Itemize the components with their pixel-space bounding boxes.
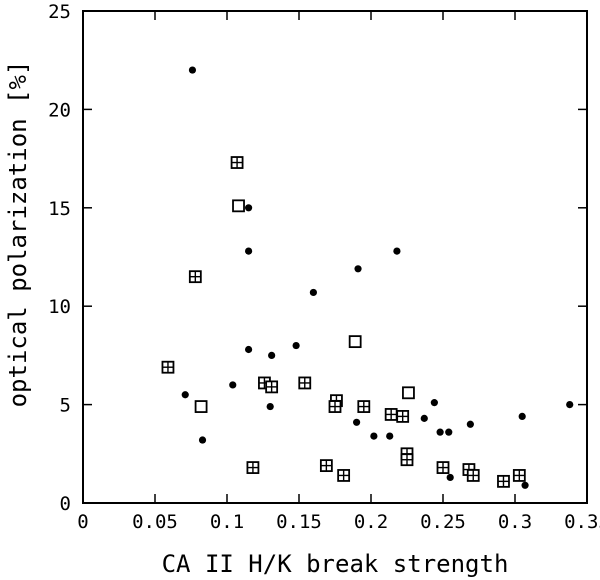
data-point-crossed-square [328, 400, 342, 413]
data-point-open-square [348, 335, 362, 349]
data-point-crossed-square [188, 270, 202, 284]
x-tick-label: 0.05 [132, 511, 178, 533]
data-point-filled-circle [229, 381, 237, 389]
y-axis-title: optical polarization [%] [4, 61, 32, 408]
data-point-filled-circle [420, 414, 428, 422]
x-axis: 0 0.05 0.1 0.15 0.2 0.25 0.3 0.35 [77, 11, 600, 533]
y-tick-label: 10 [48, 296, 71, 318]
plot-frame [82, 10, 588, 504]
data-point-filled-circle [370, 432, 378, 440]
x-tick-label: 0.25 [420, 511, 466, 533]
data-point-filled-circle [566, 401, 574, 409]
data-point-filled-circle [386, 432, 394, 440]
data-point-crossed-square [357, 400, 371, 413]
data-point-crossed-square [161, 360, 175, 374]
y-axis: 0 5 10 15 20 25 [48, 1, 587, 515]
x-tick-label: 0.3 [498, 511, 532, 533]
x-tick-label: 0.2 [354, 511, 388, 533]
y-tick-label: 25 [48, 1, 71, 23]
data-points [161, 66, 574, 489]
data-point-filled-circle [466, 420, 474, 428]
y-tick-label: 15 [48, 198, 71, 220]
y-tick-label: 5 [60, 395, 71, 417]
data-point-filled-circle [436, 428, 444, 436]
data-point-filled-circle [354, 265, 362, 273]
data-point-filled-circle [445, 428, 453, 436]
data-point-filled-circle [198, 436, 207, 444]
data-point-crossed-square [230, 156, 244, 169]
data-point-filled-circle [446, 473, 454, 482]
data-point-crossed-square [384, 408, 398, 421]
data-point-filled-circle [393, 247, 401, 255]
data-point-open-square [402, 386, 415, 400]
data-point-filled-circle [181, 391, 189, 399]
data-point-crossed-square [337, 469, 351, 482]
data-point-crossed-square [396, 410, 410, 423]
data-point-crossed-square [265, 380, 279, 394]
data-point-filled-circle [292, 341, 300, 350]
x-tick-label: 0 [77, 511, 88, 533]
data-point-filled-circle [245, 247, 253, 255]
data-point-crossed-square [512, 469, 526, 482]
data-point-filled-circle [268, 351, 276, 359]
data-point-filled-circle [430, 399, 438, 407]
data-point-crossed-square [246, 461, 260, 474]
data-point-filled-circle [521, 481, 529, 489]
data-point-filled-circle [245, 204, 253, 212]
data-point-crossed-square [319, 459, 333, 473]
x-axis-title: CA II H/K break strength [162, 550, 509, 578]
data-point-filled-circle [188, 66, 197, 74]
data-point-crossed-square [298, 376, 312, 390]
x-tick-label: 0.15 [276, 511, 322, 533]
data-point-crossed-square [497, 474, 510, 488]
y-tick-label: 20 [48, 99, 71, 121]
x-tick-label: 0.1 [210, 511, 244, 533]
data-point-filled-circle [266, 402, 274, 411]
data-point-crossed-square [400, 453, 414, 467]
data-point-filled-circle [245, 345, 253, 354]
data-point-open-square [232, 199, 245, 213]
data-point-crossed-square [436, 461, 450, 474]
x-tick-label: 0.35 [564, 511, 600, 533]
data-point-filled-circle [518, 412, 526, 421]
data-point-open-square [194, 400, 208, 413]
data-point-crossed-square [466, 469, 480, 482]
data-point-filled-circle [309, 288, 317, 297]
data-point-filled-circle [353, 418, 361, 426]
y-tick-label: 0 [60, 493, 71, 515]
